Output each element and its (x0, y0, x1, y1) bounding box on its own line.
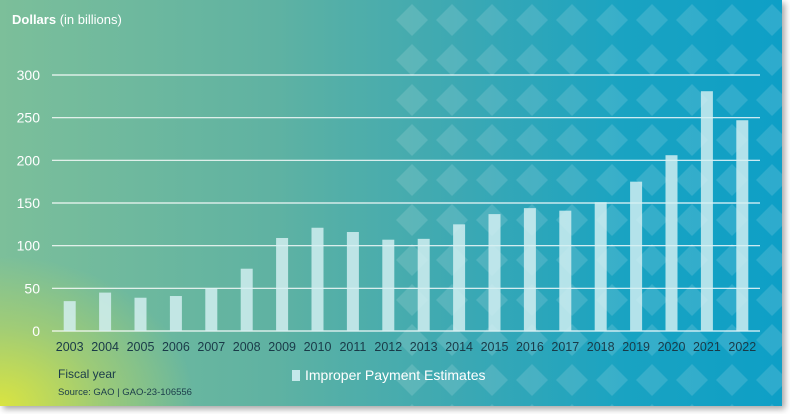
y-axis-title-unit: (in billions) (56, 12, 122, 27)
bar-chart: 0 50 100 150 200 250 300 2003 2004 2005 2006 2007 20… (17, 67, 757, 354)
x-tick-label-2016: 2016 (516, 340, 544, 354)
x-tick-label-2013: 2013 (410, 340, 438, 354)
bar-2010 (311, 227, 324, 331)
y-tick-label-100: 100 (17, 238, 41, 254)
x-tick-label-2015: 2015 (481, 340, 509, 354)
bar-2008 (240, 268, 253, 331)
y-tick-label-250: 250 (17, 110, 41, 126)
x-tick-label-2011: 2011 (339, 340, 366, 354)
x-tick-label-2014: 2014 (445, 340, 473, 354)
x-tick-label-2003: 2003 (56, 340, 84, 354)
chart-panel: Dollars (in billions) 0 50 100 150 200 250 300… (0, 0, 782, 406)
bar-2009 (276, 237, 289, 331)
x-tick-label-2022: 2022 (728, 340, 756, 354)
bar-2017 (559, 210, 572, 331)
bar-2016 (523, 208, 536, 331)
y-tick-label-200: 200 (17, 152, 41, 168)
x-tick-label-2021: 2021 (693, 340, 721, 354)
bar-2003 (63, 301, 76, 331)
bar-2005 (134, 297, 147, 331)
x-tick-label-2004: 2004 (91, 340, 119, 354)
x-tick-label-2020: 2020 (658, 340, 686, 354)
x-tick-label-2008: 2008 (233, 340, 261, 354)
x-tick-label-2018: 2018 (587, 340, 615, 354)
bar-2012 (382, 239, 395, 331)
x-tick-label-2019: 2019 (622, 340, 650, 354)
bar-2007 (205, 288, 218, 331)
bar-2018 (594, 202, 607, 331)
bar-2006 (169, 296, 182, 331)
x-tick-label-2009: 2009 (268, 340, 296, 354)
x-tick-label-2017: 2017 (551, 340, 579, 354)
x-tick-label-2010: 2010 (304, 340, 332, 354)
legend: Improper Payment Estimates (292, 367, 486, 383)
bar-2020 (665, 155, 678, 331)
bar-2014 (453, 224, 466, 331)
bar-2004 (99, 292, 112, 331)
y-tick-label-50: 50 (24, 280, 40, 296)
bar-2013 (417, 238, 430, 331)
bar-2022 (736, 120, 749, 331)
y-tick-label-300: 300 (17, 67, 41, 83)
y-axis-title: Dollars (in billions) (12, 12, 122, 27)
legend-label: Improper Payment Estimates (305, 367, 486, 383)
bar-2021 (700, 91, 713, 331)
y-axis-title-bold: Dollars (12, 12, 57, 27)
y-tick-label-150: 150 (17, 195, 41, 211)
x-tick-label-2012: 2012 (374, 340, 402, 354)
x-tick-label-2007: 2007 (197, 340, 225, 354)
x-tick-label-2005: 2005 (127, 340, 155, 354)
y-tick-label-0: 0 (32, 323, 40, 339)
bar-2019 (630, 181, 643, 331)
legend-swatch (292, 369, 300, 381)
x-tick-label-2006: 2006 (162, 340, 190, 354)
x-axis-title: Fiscal year (58, 367, 117, 381)
bar-2015 (488, 214, 501, 331)
source-note: Source: GAO | GAO-23-106556 (58, 387, 192, 398)
bar-2011 (346, 232, 359, 331)
